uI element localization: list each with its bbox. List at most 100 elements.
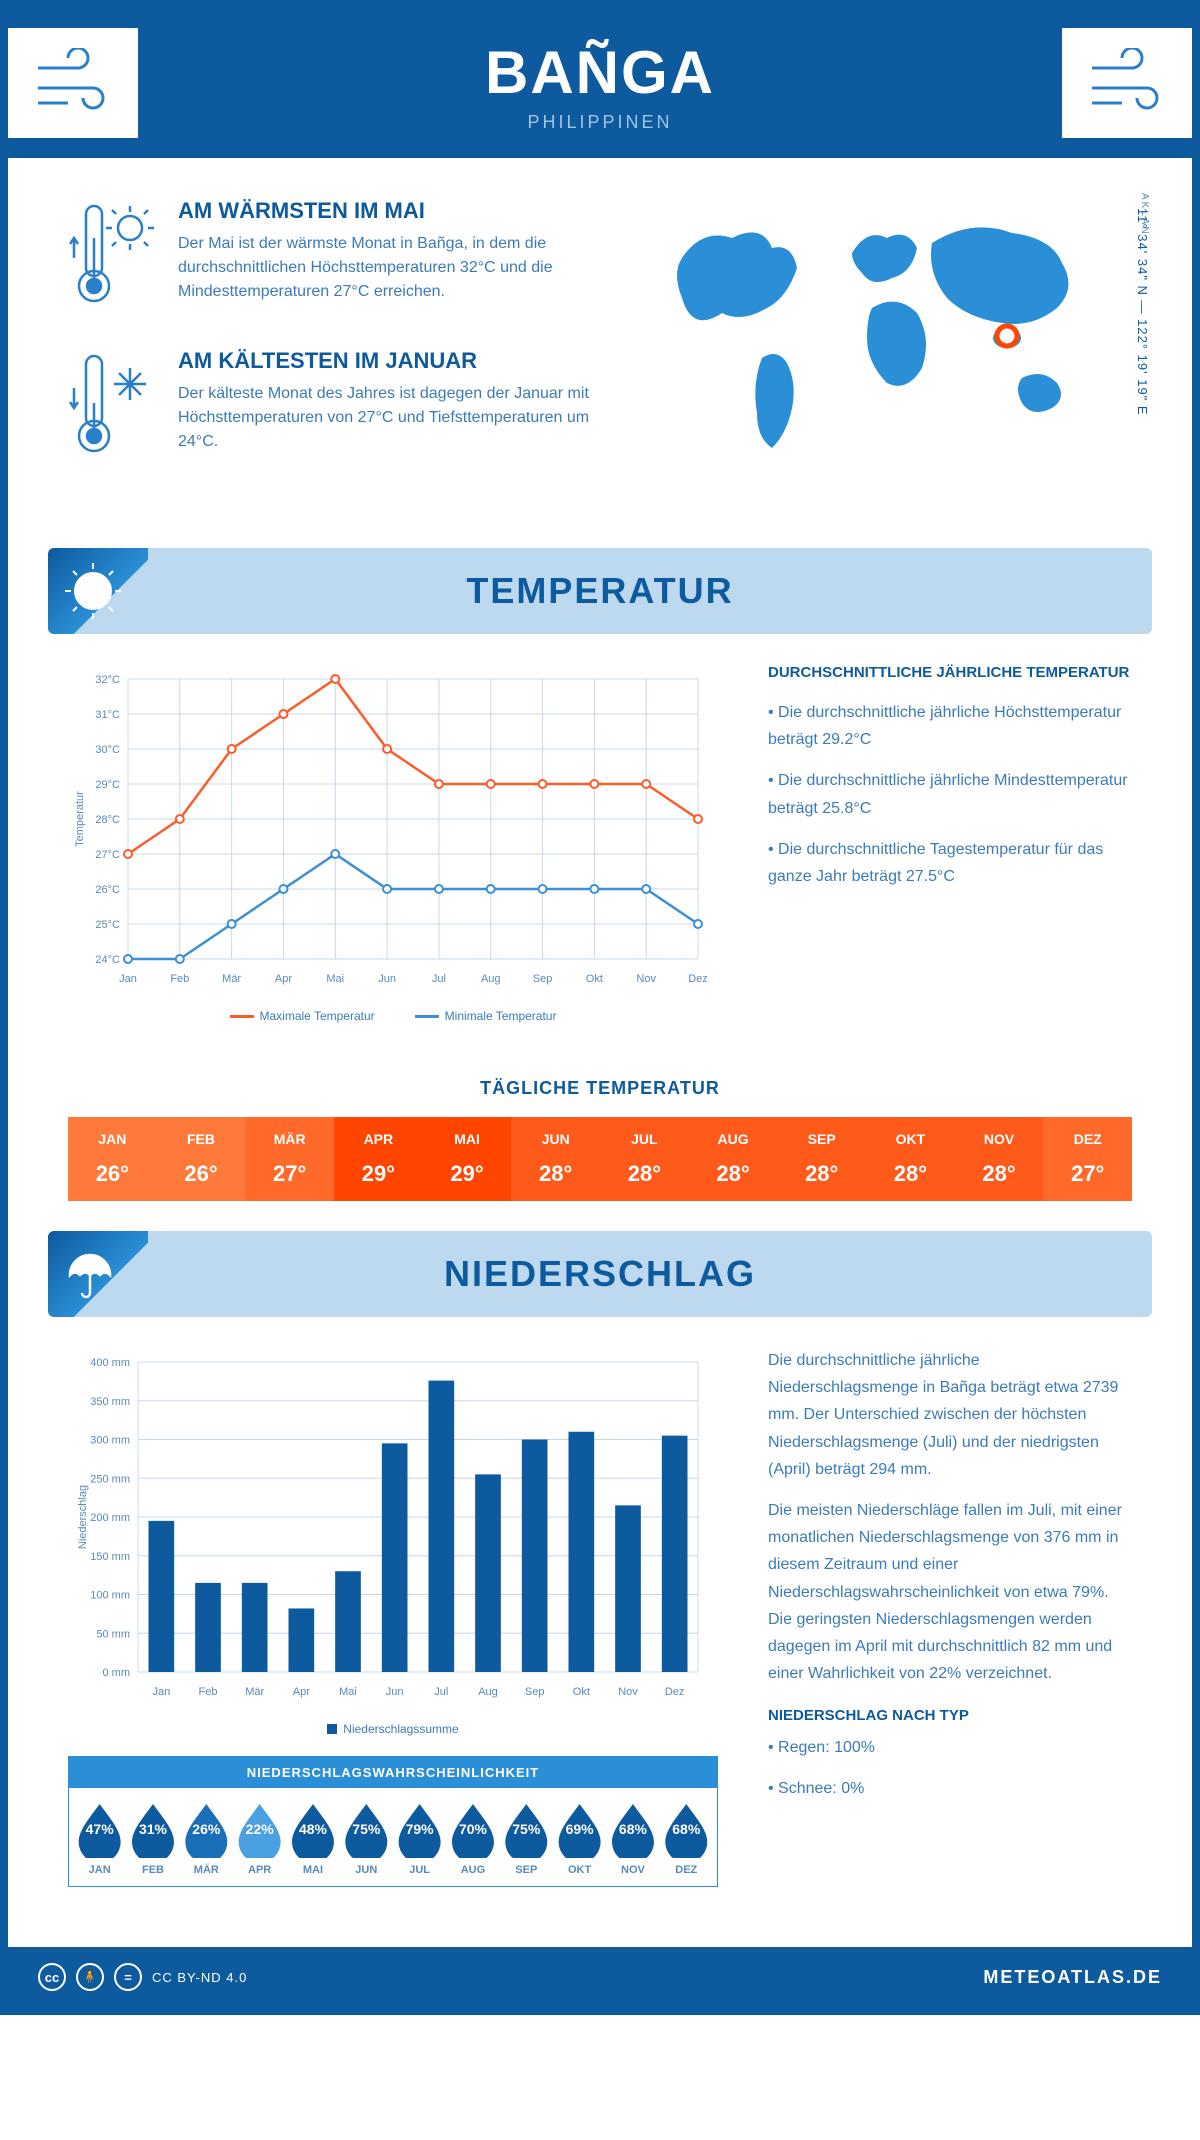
prob-cell: 26% MÄR: [180, 1800, 233, 1876]
svg-text:Feb: Feb: [199, 1686, 218, 1698]
temperature-title: TEMPERATUR: [48, 570, 1152, 612]
svg-text:Jun: Jun: [378, 973, 396, 985]
svg-text:Jan: Jan: [119, 973, 137, 985]
header: BAÑGA PHILIPPINEN: [8, 8, 1192, 158]
temp-bullet-2: • Die durchschnittliche jährliche Mindes…: [768, 767, 1132, 821]
temp-info-title: DURCHSCHNITTLICHE JÄHRLICHE TEMPERATUR: [768, 664, 1132, 681]
svg-text:Feb: Feb: [170, 973, 189, 985]
svg-text:Mai: Mai: [339, 1686, 357, 1698]
svg-text:Jul: Jul: [432, 973, 446, 985]
temp-cell: JUN28°: [511, 1117, 600, 1201]
svg-text:200 mm: 200 mm: [90, 1512, 130, 1524]
temp-cell: AUG28°: [689, 1117, 778, 1201]
warmest-fact: AM WÄRMSTEN IM MAI Der Mai ist der wärms…: [68, 198, 612, 313]
svg-text:Sep: Sep: [525, 1686, 545, 1698]
thermometer-snow-icon: [68, 348, 158, 463]
precip-type-rain: • Regen: 100%: [768, 1734, 1132, 1761]
daily-temperature-table: JAN26°FEB26°MÄR27°APR29°MAI29°JUN28°JUL2…: [68, 1117, 1132, 1201]
prob-cell: 79% JUL: [393, 1800, 446, 1876]
temperature-chart: 24°C25°C26°C27°C28°C29°C30°C31°C32°CJanF…: [68, 664, 718, 1023]
svg-text:Temperatur: Temperatur: [74, 791, 86, 847]
svg-text:100 mm: 100 mm: [90, 1590, 130, 1602]
svg-text:300 mm: 300 mm: [90, 1435, 130, 1447]
svg-text:25°C: 25°C: [95, 919, 120, 931]
warmest-text: Der Mai ist der wärmste Monat in Bañga, …: [178, 232, 612, 304]
coordinates: 11° 34' 34" N — 122° 19' 19" E: [1135, 208, 1150, 416]
svg-text:26°C: 26°C: [95, 884, 120, 896]
svg-text:350 mm: 350 mm: [90, 1396, 130, 1408]
svg-text:250 mm: 250 mm: [90, 1473, 130, 1485]
svg-text:Sep: Sep: [533, 973, 553, 985]
precip-type-snow: • Schnee: 0%: [768, 1775, 1132, 1802]
svg-text:Apr: Apr: [293, 1686, 310, 1698]
svg-text:Niederschlag: Niederschlag: [77, 1485, 89, 1549]
svg-text:27°C: 27°C: [95, 849, 120, 861]
city-title: BAÑGA: [8, 38, 1192, 107]
svg-text:400 mm: 400 mm: [90, 1357, 130, 1369]
footer: cc 🧍 = CC BY-ND 4.0 METEOATLAS.DE: [8, 1947, 1192, 2007]
precip-type-title: NIEDERSCHLAG NACH TYP: [768, 1707, 1132, 1724]
svg-text:Mai: Mai: [326, 973, 344, 985]
prob-cell: 75% JUN: [340, 1800, 393, 1876]
temp-cell: MAI29°: [423, 1117, 512, 1201]
temp-cell: NOV28°: [955, 1117, 1044, 1201]
svg-text:0 mm: 0 mm: [103, 1667, 131, 1679]
prob-cell: 47% JAN: [73, 1800, 126, 1876]
intro-section: AM WÄRMSTEN IM MAI Der Mai ist der wärms…: [8, 158, 1192, 528]
license-info: cc 🧍 = CC BY-ND 4.0: [38, 1963, 247, 1991]
svg-text:Okt: Okt: [573, 1686, 590, 1698]
site-name: METEOATLAS.DE: [983, 1967, 1162, 1988]
prob-cell: 22% APR: [233, 1800, 286, 1876]
warmest-title: AM WÄRMSTEN IM MAI: [178, 198, 612, 224]
temp-cell: FEB26°: [157, 1117, 246, 1201]
precipitation-info: Die durchschnittliche jährliche Niedersc…: [768, 1347, 1132, 1887]
cc-icon: cc: [38, 1963, 66, 1991]
temp-cell: JUL28°: [600, 1117, 689, 1201]
sun-icon: [48, 548, 148, 634]
temp-cell: OKT28°: [866, 1117, 955, 1201]
svg-text:Apr: Apr: [275, 973, 292, 985]
svg-text:Aug: Aug: [481, 973, 501, 985]
coldest-fact: AM KÄLTESTEN IM JANUAR Der kälteste Mona…: [68, 348, 612, 463]
prob-cell: 69% OKT: [553, 1800, 606, 1876]
svg-text:Okt: Okt: [586, 973, 603, 985]
cc-nd-icon: =: [114, 1963, 142, 1991]
prob-title: NIEDERSCHLAGSWAHRSCHEINLICHKEIT: [69, 1757, 717, 1788]
svg-text:Dez: Dez: [688, 973, 708, 985]
svg-text:30°C: 30°C: [95, 744, 120, 756]
temp-cell: MÄR27°: [245, 1117, 334, 1201]
svg-text:Mär: Mär: [245, 1686, 264, 1698]
temp-cell: APR29°: [334, 1117, 423, 1201]
precipitation-title: NIEDERSCHLAG: [48, 1253, 1152, 1295]
prob-cell: 48% MAI: [286, 1800, 339, 1876]
svg-text:Aug: Aug: [478, 1686, 498, 1698]
svg-text:Mär: Mär: [222, 973, 241, 985]
wind-icon-left: [8, 28, 138, 138]
umbrella-icon: [48, 1231, 148, 1317]
svg-text:150 mm: 150 mm: [90, 1551, 130, 1563]
daily-temp-title: TÄGLICHE TEMPERATUR: [8, 1078, 1192, 1099]
svg-text:Nov: Nov: [618, 1686, 638, 1698]
license-text: CC BY-ND 4.0: [152, 1970, 247, 1985]
location-marker: [997, 326, 1017, 346]
svg-text:Dez: Dez: [665, 1686, 685, 1698]
svg-text:31°C: 31°C: [95, 709, 120, 721]
precip-text-2: Die meisten Niederschläge fallen im Juli…: [768, 1497, 1132, 1687]
svg-text:32°C: 32°C: [95, 674, 120, 686]
cc-by-icon: 🧍: [76, 1963, 104, 1991]
svg-text:Jul: Jul: [434, 1686, 448, 1698]
prob-cell: 68% NOV: [606, 1800, 659, 1876]
svg-text:29°C: 29°C: [95, 779, 120, 791]
precipitation-chart: 0 mm 50 mm 100 mm 150 mm 200 mm 250 mm 300 mm 3…: [68, 1347, 718, 1887]
coldest-title: AM KÄLTESTEN IM JANUAR: [178, 348, 612, 374]
svg-text:50 mm: 50 mm: [96, 1628, 130, 1640]
wind-icon-right: [1062, 28, 1192, 138]
svg-text:Jun: Jun: [386, 1686, 404, 1698]
country-subtitle: PHILIPPINEN: [8, 112, 1192, 133]
prob-cell: 68% DEZ: [660, 1800, 713, 1876]
precip-text-1: Die durchschnittliche jährliche Niedersc…: [768, 1347, 1132, 1483]
prob-cell: 31% FEB: [126, 1800, 179, 1876]
world-map: AKLAN 11° 34' 34" N — 122° 19' 19" E: [652, 198, 1132, 498]
precipitation-probability-strip: NIEDERSCHLAGSWAHRSCHEINLICHKEIT 47% JAN …: [68, 1756, 718, 1887]
temp-cell: JAN26°: [68, 1117, 157, 1201]
